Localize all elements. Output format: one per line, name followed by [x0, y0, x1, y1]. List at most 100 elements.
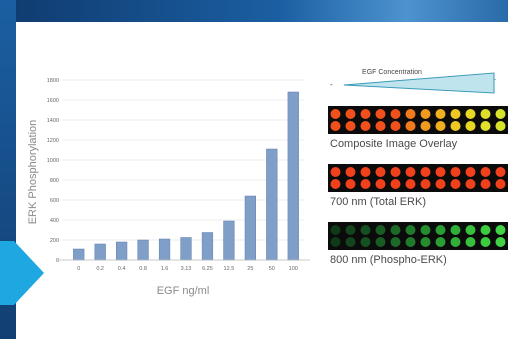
plate-well: [465, 109, 476, 119]
chart-bars: [73, 91, 299, 261]
y-tick-label: 600: [50, 198, 59, 204]
gradient-label: EGF Concentration: [362, 69, 422, 76]
plate-well: [420, 179, 431, 189]
plate-well: [495, 237, 506, 247]
plate-well: [420, 237, 431, 247]
x-axis-title: EGF ng/ml: [157, 285, 210, 297]
x-tick-label: 0.4: [118, 266, 126, 272]
x-tick-label: 100: [289, 266, 298, 272]
plate-1: Composite Image Overlay: [328, 106, 508, 150]
plate-well: [420, 225, 431, 235]
plate-well: [495, 225, 506, 235]
y-axis-title: ERK Phosphorylation: [27, 120, 39, 225]
x-tick-label: 12.5: [224, 266, 235, 272]
plate-well: [450, 167, 461, 177]
bar-0.8: [137, 239, 149, 261]
plate-images: Composite Image Overlay 700 nm (Total ERK…: [328, 106, 508, 266]
plate-background: [328, 106, 508, 134]
plate-well: [345, 179, 356, 189]
bar-12.5: [223, 220, 235, 261]
plate-well: [330, 121, 341, 131]
bar-50: [266, 148, 278, 261]
plate-well: [450, 121, 461, 131]
plate-background: [328, 164, 508, 192]
plate-well: [360, 167, 371, 177]
plate-well: [480, 225, 491, 235]
y-tick-label: 1400: [47, 118, 59, 124]
plate-well: [345, 237, 356, 247]
plate-well: [405, 167, 416, 177]
plate-well: [465, 179, 476, 189]
plate-well: [435, 121, 446, 131]
plate-well: [330, 179, 341, 189]
plate-well: [495, 179, 506, 189]
x-tick-label: 3.13: [181, 266, 192, 272]
plate-well: [330, 237, 341, 247]
plate-well: [405, 237, 416, 247]
bar-0: [73, 248, 85, 261]
plate-well: [405, 121, 416, 131]
plate-well: [360, 121, 371, 131]
plate-well: [480, 167, 491, 177]
plate-well: [420, 109, 431, 119]
plate-well: [405, 109, 416, 119]
plate-well: [435, 225, 446, 235]
plate-well: [420, 167, 431, 177]
plate-well: [390, 225, 401, 235]
x-tick-label: 0: [77, 266, 80, 272]
plate-well: [345, 225, 356, 235]
plate-well: [465, 121, 476, 131]
bar-0.2: [94, 243, 106, 261]
plate-well: [495, 167, 506, 177]
plate-caption: 700 nm (Total ERK): [330, 196, 426, 208]
erk-bar-chart: 0 200 400 600 800 1000 1200 1400 1600 1800 0 0.2 0.…: [27, 78, 310, 297]
plate-well: [390, 121, 401, 131]
plate-well: [360, 109, 371, 119]
x-tick-label: 1.6: [161, 266, 169, 272]
slide-figure: 0 200 400 600 800 1000 1200 1400 1600 1800 0 0.2 0.…: [27, 69, 508, 297]
plate-well: [450, 225, 461, 235]
bar-100: [287, 91, 299, 261]
plate-image-panel: EGF Concentration - + Composite Image Ov…: [328, 69, 508, 266]
x-tick-label: 25: [247, 266, 253, 272]
plate-background: [328, 222, 508, 250]
plate-well: [375, 109, 386, 119]
plate-well: [345, 121, 356, 131]
y-tick-label: 400: [50, 218, 59, 224]
x-tick-label: 6.25: [202, 266, 213, 272]
plate-well: [375, 167, 386, 177]
plate-well: [495, 121, 506, 131]
bar-0.4: [116, 241, 128, 261]
plate-well: [480, 109, 491, 119]
plate-well: [390, 109, 401, 119]
plate-well: [330, 225, 341, 235]
plate-well: [465, 167, 476, 177]
bar-25: [244, 195, 256, 261]
plate-well: [420, 121, 431, 131]
plate-well: [375, 225, 386, 235]
y-tick-label: 800: [50, 178, 59, 184]
slide-header-band: [0, 0, 508, 22]
plate-well: [450, 179, 461, 189]
plate-well: [480, 121, 491, 131]
plate-well: [330, 109, 341, 119]
plate-caption: Composite Image Overlay: [330, 138, 458, 150]
plate-caption: 800 nm (Phospho-ERK): [330, 254, 447, 266]
bar-6.25: [201, 232, 214, 261]
y-tick-label: 0: [56, 258, 59, 264]
concentration-gradient-wedge: [343, 72, 495, 94]
bar-1.6: [158, 238, 171, 261]
plate-well: [495, 109, 506, 119]
plate-well: [405, 179, 416, 189]
x-tick-labels: 0 0.2 0.4 0.8 1.6 3.13 6.25 12.5 25 50 100: [77, 266, 298, 272]
plate-well: [405, 225, 416, 235]
plate-well: [480, 237, 491, 247]
y-tick-label: 1000: [47, 158, 59, 164]
plate-well: [450, 237, 461, 247]
chevron-right-icon: [0, 241, 44, 305]
y-tick-label: 200: [50, 238, 59, 244]
plate-well: [345, 167, 356, 177]
gradient-minus: -: [330, 80, 333, 89]
y-tick-label: 1200: [47, 138, 59, 144]
plate-well: [375, 179, 386, 189]
